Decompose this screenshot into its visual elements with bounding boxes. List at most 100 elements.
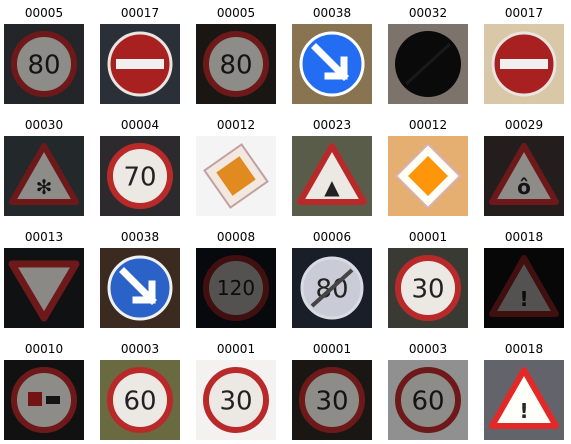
- svg-text:30: 30: [315, 386, 348, 416]
- svg-text:▲: ▲: [324, 175, 340, 199]
- grid-cell: 00012: [196, 116, 276, 216]
- svg-text:✻: ✻: [36, 175, 53, 199]
- class-label: 00023: [312, 118, 352, 132]
- traffic-sign-nopass: [4, 360, 84, 440]
- class-label: 00008: [216, 230, 256, 244]
- class-label: 00038: [312, 6, 352, 20]
- traffic-sign-image: 30: [292, 360, 372, 440]
- grid-cell: 00001 30: [196, 340, 276, 440]
- traffic-sign-image: ▲: [292, 136, 372, 216]
- svg-text:60: 60: [123, 386, 156, 416]
- grid-cell: 00023 ▲: [292, 116, 372, 216]
- traffic-sign-noentry: [484, 24, 564, 104]
- grid-cell: 00004 70: [100, 116, 180, 216]
- grid-cell: 00013: [4, 228, 84, 328]
- class-label: 00001: [216, 342, 256, 356]
- svg-text:30: 30: [411, 274, 444, 304]
- class-label: 00004: [120, 118, 160, 132]
- class-label: 00038: [120, 230, 160, 244]
- grid-cell: 00010: [4, 340, 84, 440]
- traffic-sign-speed: 120: [196, 248, 276, 328]
- traffic-sign-image: [484, 24, 564, 104]
- grid-cell: 00008 120: [196, 228, 276, 328]
- traffic-sign-yield: [4, 248, 84, 328]
- grid-cell: 00038: [292, 4, 372, 104]
- class-label: 00029: [504, 118, 544, 132]
- class-label: 00001: [408, 230, 448, 244]
- class-label: 00030: [24, 118, 64, 132]
- traffic-sign-image: [4, 248, 84, 328]
- class-label: 00017: [120, 6, 160, 20]
- grid-cell: 00005 80: [4, 4, 84, 104]
- class-label: 00018: [504, 230, 544, 244]
- traffic-sign-image: 30: [196, 360, 276, 440]
- grid-cell: 00018!: [484, 340, 564, 440]
- traffic-sign-speed: 30: [388, 248, 468, 328]
- traffic-sign-image: 70: [100, 136, 180, 216]
- svg-text:80: 80: [27, 50, 60, 80]
- svg-text:!: !: [519, 287, 528, 311]
- traffic-sign-image: [100, 248, 180, 328]
- grid-cell: 00018!: [484, 228, 564, 328]
- traffic-sign-triangle: !: [484, 248, 564, 328]
- class-label: 00018: [504, 342, 544, 356]
- class-label: 00010: [24, 342, 64, 356]
- traffic-sign-image: [4, 360, 84, 440]
- svg-text:!: !: [519, 399, 528, 423]
- traffic-sign-image: 80: [4, 24, 84, 104]
- traffic-sign-priority: [196, 136, 276, 216]
- grid-cell: 00017: [100, 4, 180, 104]
- grid-cell: 00001 30: [292, 340, 372, 440]
- class-label: 00017: [504, 6, 544, 20]
- class-label: 00012: [216, 118, 256, 132]
- traffic-sign-image: !: [484, 248, 564, 328]
- grid-cell: 00029 ô: [484, 116, 564, 216]
- traffic-sign-image: 120: [196, 248, 276, 328]
- traffic-sign-speed: 30: [196, 360, 276, 440]
- traffic-sign-speed: 80: [196, 24, 276, 104]
- grid-cell: 00038: [100, 228, 180, 328]
- svg-text:80: 80: [219, 50, 252, 80]
- grid-cell: 00003 60: [100, 340, 180, 440]
- traffic-sign-image: [196, 136, 276, 216]
- grid-cell: 00017: [484, 4, 564, 104]
- class-label: 00005: [216, 6, 256, 20]
- class-label: 00006: [312, 230, 352, 244]
- class-label: 00001: [312, 342, 352, 356]
- traffic-sign-image: 80: [292, 248, 372, 328]
- traffic-sign-triangle: !: [484, 360, 564, 440]
- traffic-sign-keepright: [100, 248, 180, 328]
- traffic-sign-image: 60: [388, 360, 468, 440]
- grid-cell: 00001 30: [388, 228, 468, 328]
- class-label: 00005: [24, 6, 64, 20]
- traffic-sign-image: ô: [484, 136, 564, 216]
- traffic-sign-speed: 30: [292, 360, 372, 440]
- class-label: 00032: [408, 6, 448, 20]
- traffic-sign-image: 80: [196, 24, 276, 104]
- traffic-sign-triangle: ✻: [4, 136, 84, 216]
- traffic-sign-image: !: [484, 360, 564, 440]
- traffic-sign-endlimits: [388, 24, 468, 104]
- traffic-sign-image: ✻: [4, 136, 84, 216]
- svg-text:70: 70: [123, 162, 156, 192]
- traffic-sign-image: 60: [100, 360, 180, 440]
- class-label: 00013: [24, 230, 64, 244]
- traffic-sign-noentry: [100, 24, 180, 104]
- traffic-sign-keepright: [292, 24, 372, 104]
- class-label: 00003: [120, 342, 160, 356]
- traffic-sign-image: [292, 24, 372, 104]
- traffic-sign-speed: 70: [100, 136, 180, 216]
- traffic-sign-speed: 60: [388, 360, 468, 440]
- traffic-sign-endspeed: 80: [292, 248, 372, 328]
- grid-cell: 00005 80: [196, 4, 276, 104]
- class-label: 00003: [408, 342, 448, 356]
- svg-text:30: 30: [219, 386, 252, 416]
- traffic-sign-image: 30: [388, 248, 468, 328]
- svg-text:ô: ô: [517, 175, 531, 199]
- traffic-sign-triangle: ▲: [292, 136, 372, 216]
- grid-cell: 00006 80: [292, 228, 372, 328]
- grid-cell: 00030 ✻: [4, 116, 84, 216]
- traffic-sign-image: [388, 136, 468, 216]
- class-label: 00012: [408, 118, 448, 132]
